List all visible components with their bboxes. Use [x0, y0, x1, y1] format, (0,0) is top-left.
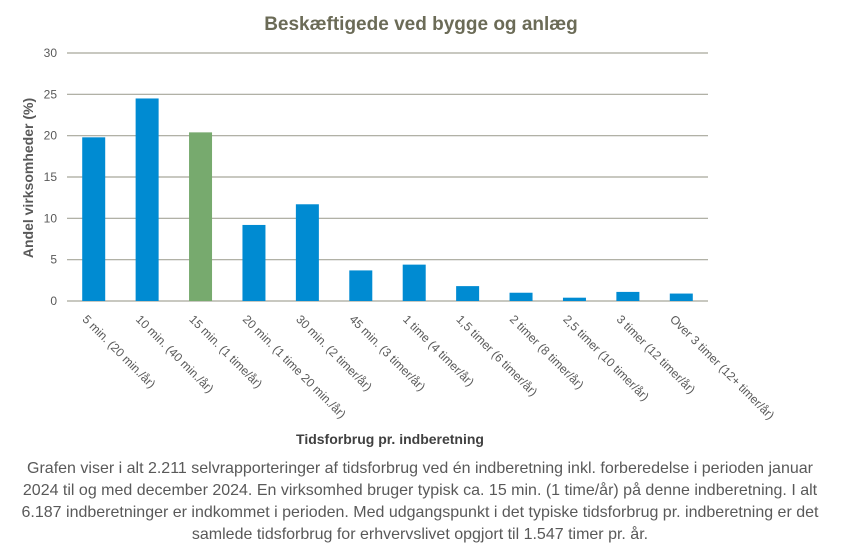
bar	[456, 286, 480, 301]
bar	[189, 132, 213, 301]
bar	[402, 264, 426, 301]
x-tick-label: 20 min. (1 time 20 min./år)	[240, 312, 349, 421]
y-tick-label: 25	[44, 87, 58, 101]
bar	[82, 137, 106, 301]
y-tick-label: 0	[50, 294, 57, 308]
bar	[509, 292, 533, 301]
chart-title: Beskæftigede ved bygge og anlæg	[264, 14, 578, 35]
y-axis-label: Andel virksomheder (%)	[20, 97, 36, 259]
bar	[295, 204, 319, 301]
y-tick-label: 20	[44, 129, 58, 143]
y-tick-label: 10	[44, 211, 58, 225]
bar	[616, 291, 640, 301]
bar	[562, 297, 586, 301]
bar	[669, 293, 693, 301]
x-axis-label: Tidsforbrug pr. indberetning	[296, 431, 484, 447]
y-tick-label: 5	[50, 253, 57, 267]
chart-caption: Grafen viser i alt 2.211 selvrapporterin…	[21, 460, 819, 543]
x-tick-label: Over 3 timer (12+ timer/år)	[667, 312, 777, 422]
y-tick-label: 15	[44, 170, 58, 184]
bar	[135, 98, 159, 301]
bar	[242, 224, 266, 301]
bar	[349, 270, 373, 301]
y-tick-label: 30	[44, 46, 58, 60]
